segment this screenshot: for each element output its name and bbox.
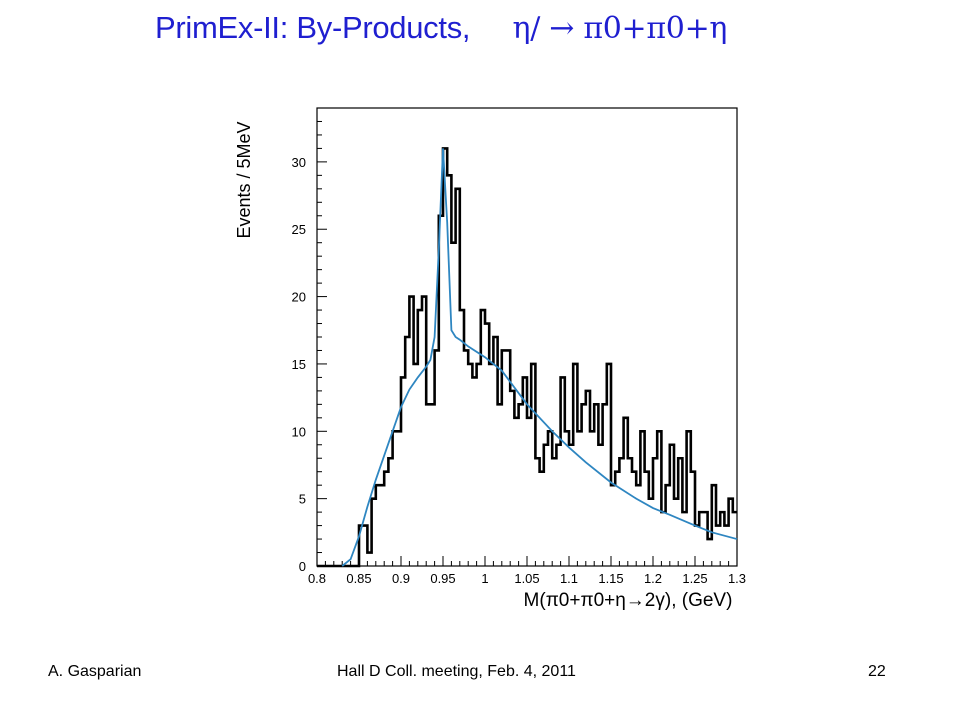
y-tick-label: 0 xyxy=(299,559,306,574)
title-text: PrimEx-II: By-Products, xyxy=(155,10,471,45)
x-tick-label: 0.9 xyxy=(392,571,410,586)
x-tick-label: 1.2 xyxy=(644,571,662,586)
footer-author: A. Gasparian xyxy=(48,663,142,680)
formula-text: η/ → π0+π0+η xyxy=(512,11,728,46)
x-tick-label: 1.15 xyxy=(598,571,623,586)
fit-curve-series xyxy=(341,148,738,567)
slide-title: PrimEx-II: By-Products, η/ → π0+π0+η xyxy=(155,10,727,46)
x-tick-label: 0.8 xyxy=(308,571,326,586)
y-tick-label: 25 xyxy=(292,222,306,237)
y-tick-label: 10 xyxy=(292,424,306,439)
y-axis: 0 5 10 15 20 25 30 xyxy=(292,107,327,574)
x-tick-label: 1 xyxy=(481,571,488,586)
x-tick-label: 1.05 xyxy=(514,571,539,586)
x-tick-label: 1.25 xyxy=(682,571,707,586)
y-tick-label: 5 xyxy=(299,492,306,507)
title-formula: η/ → π0+π0+η xyxy=(513,11,728,46)
page-number: 22 xyxy=(868,663,886,680)
y-tick-label: 20 xyxy=(292,290,306,305)
histogram-line xyxy=(317,147,737,568)
x-axis: 0.8 0.85 0.9 0.95 1 1.05 1.1 1.15 1.2 1.25 1.3 xyxy=(308,556,746,586)
x-tick-label: 1.3 xyxy=(728,571,746,586)
x-tick-label: 0.85 xyxy=(346,571,371,586)
x-tick-label: 0.95 xyxy=(430,571,455,586)
y-tick-label: 15 xyxy=(292,357,306,372)
y-axis-label: Events / 5MeV xyxy=(234,121,254,238)
x-tick-label: 1.1 xyxy=(560,571,578,586)
fit-curve-line xyxy=(341,148,738,567)
y-tick-label: 30 xyxy=(292,155,306,170)
x-axis-label: M(π0+π0+η→2γ), (GeV) xyxy=(524,590,733,611)
histogram-series xyxy=(317,147,737,568)
footer-meeting: Hall D Coll. meeting, Feb. 4, 2011 xyxy=(337,663,576,680)
